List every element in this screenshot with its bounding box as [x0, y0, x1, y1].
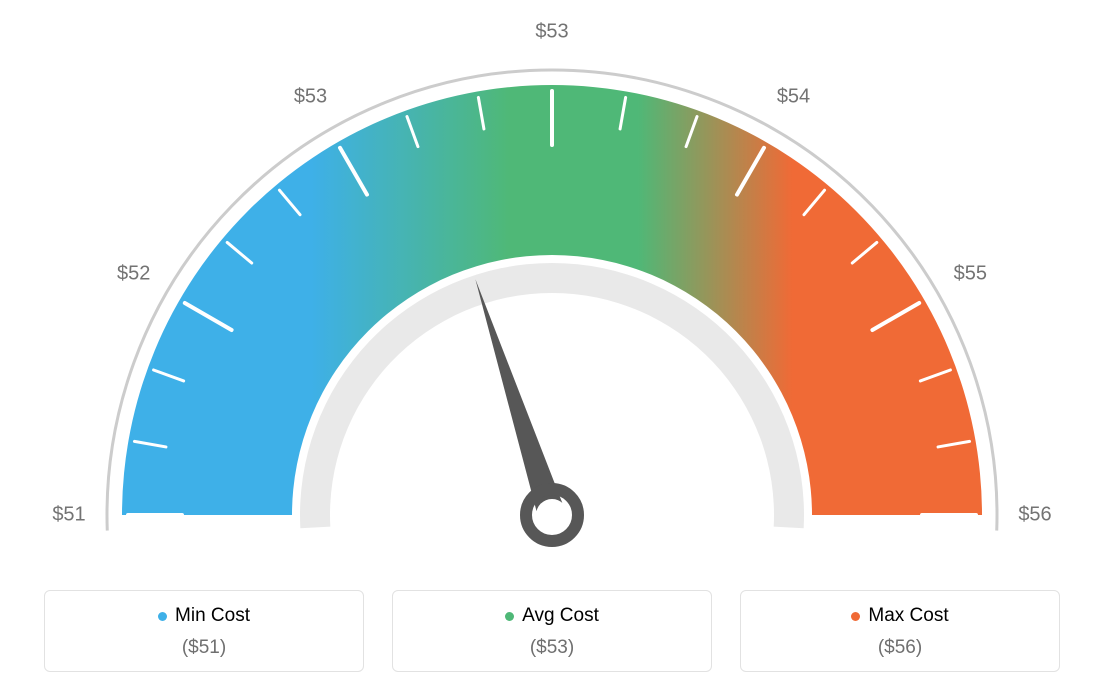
legend-card-max: Max Cost ($56): [740, 590, 1060, 672]
legend-card-avg: Avg Cost ($53): [392, 590, 712, 672]
gauge-tick-label: $54: [777, 85, 810, 108]
gauge-tick-label: $53: [535, 21, 568, 44]
legend-dot-max: [851, 612, 860, 621]
gauge-tick-label: $56: [1018, 504, 1051, 527]
legend-dot-avg: [505, 612, 514, 621]
gauge-tick-label: $52: [117, 262, 150, 285]
legend-card-min: Min Cost ($51): [44, 590, 364, 672]
gauge-svg: [0, 0, 1104, 560]
legend-value-max: ($56): [751, 637, 1049, 659]
legend-label-min: Min Cost: [175, 605, 250, 627]
gauge-tick-label: $53: [294, 85, 327, 108]
legend-label-max: Max Cost: [868, 605, 948, 627]
gauge-tick-label: $55: [954, 262, 987, 285]
legend-value-avg: ($53): [403, 637, 701, 659]
legend-dot-min: [158, 612, 167, 621]
cost-gauge: $51 $52 $53 $53 $54 $55 $56: [0, 0, 1104, 560]
legend-value-min: ($51): [55, 637, 353, 659]
legend-row: Min Cost ($51) Avg Cost ($53) Max Cost (…: [0, 590, 1104, 672]
legend-label-avg: Avg Cost: [522, 605, 599, 627]
gauge-tick-label: $51: [52, 504, 85, 527]
